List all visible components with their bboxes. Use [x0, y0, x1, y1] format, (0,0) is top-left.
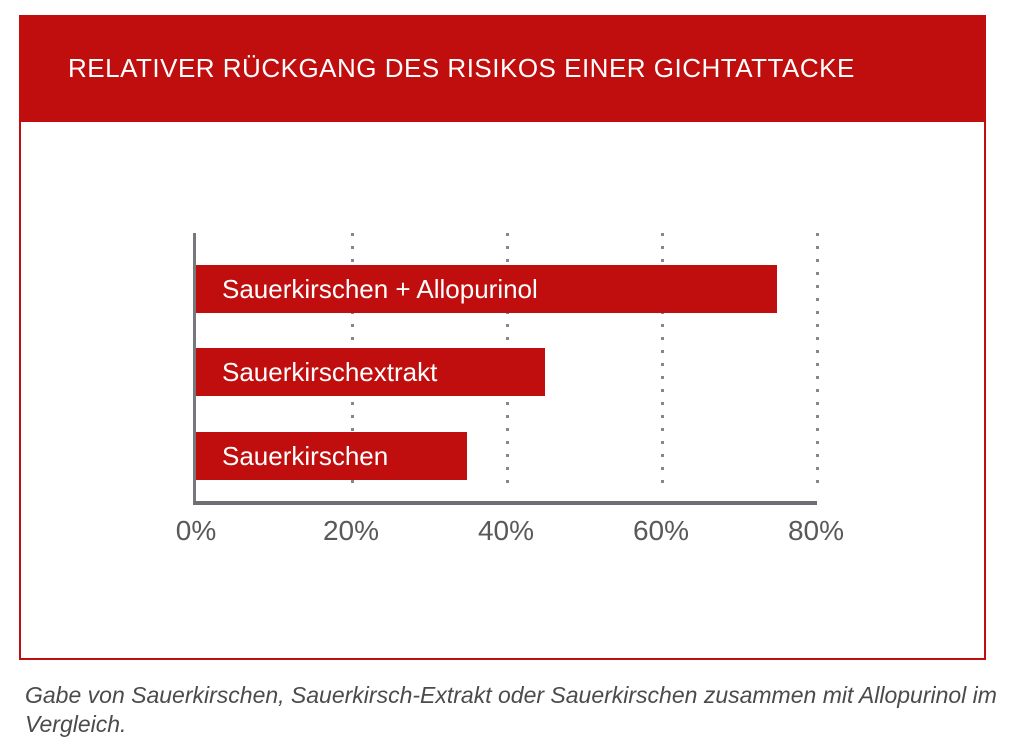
- x-tick-label-20: 20%: [322, 515, 380, 546]
- bar-label: Sauerkirschextrakt: [222, 356, 438, 387]
- gridline-80: [816, 233, 819, 493]
- bar-label: Sauerkirschen: [222, 440, 389, 471]
- bar-1: Sauerkirschen + Allopurinol: [196, 265, 778, 313]
- x-axis-line: [193, 501, 817, 505]
- x-tick-label-40: 40%: [477, 515, 535, 546]
- x-tick-label-80: 80%: [787, 515, 845, 546]
- bar-2: Sauerkirschextrakt: [196, 348, 545, 396]
- bar-label: Sauerkirschen + Allopurinol: [222, 273, 538, 304]
- bar-3: Sauerkirschen: [196, 432, 468, 480]
- figure-caption: Gabe von Sauerkirschen, Sauerkirsch-Extr…: [25, 682, 997, 737]
- chart-title: RELATIVER RÜCKGANG DES RISIKOS EINER GIC…: [68, 53, 855, 83]
- plot-area: 0% 20% 40% 60% 80% Sauerkirschen + Allopurino…: [176, 233, 844, 546]
- gridline-60: [661, 233, 664, 493]
- chart-header: RELATIVER RÜCKGANG DES RISIKOS EINER GIC…: [19, 15, 986, 122]
- chart-frame: RELATIVER RÜCKGANG DES RISIKOS EINER GIC…: [19, 15, 986, 660]
- y-axis-line: [193, 233, 196, 505]
- x-tick-label-0: 0%: [175, 515, 217, 546]
- x-tick-label-60: 60%: [632, 515, 690, 546]
